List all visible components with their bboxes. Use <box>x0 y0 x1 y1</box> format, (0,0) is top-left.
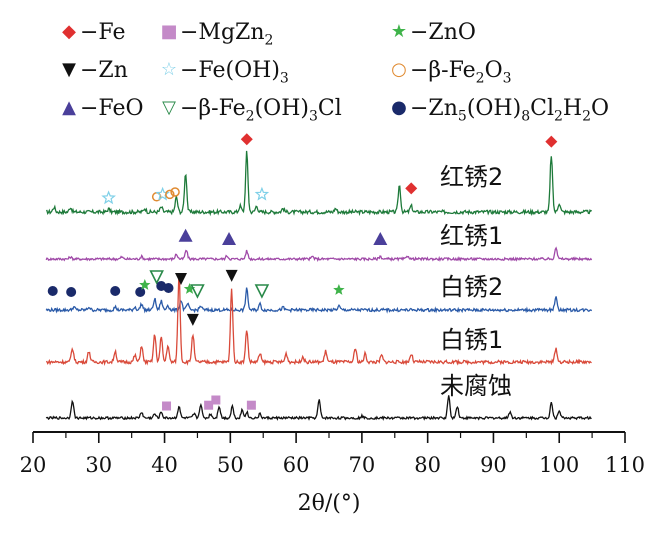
marker-triangle-down-open-2-11 <box>254 284 270 299</box>
series-line-4 <box>45 395 592 421</box>
pink-square-icon: ■ <box>160 21 178 42</box>
marker-diamond-filled-0-5 <box>240 133 253 146</box>
legend-label: −Zn5(OH)8Cl2H2O <box>410 96 610 125</box>
series-line-3 <box>46 276 592 366</box>
legend-label: −MgZn2 <box>180 20 274 49</box>
marker-circle-filled-2-2 <box>110 286 121 296</box>
marker-square-filled-4-3 <box>246 400 256 410</box>
series-label-2: 白锈2 <box>440 273 503 301</box>
x-tick-label: 80 <box>414 453 441 477</box>
marker-circle-filled-2-1 <box>66 287 77 297</box>
marker-triangle-down-filled-3-1 <box>225 269 238 282</box>
legend-item-feo: ▲ −FeO <box>58 96 144 121</box>
marker-star-filled-2-9 <box>183 283 196 294</box>
marker-triangle-up-filled-1-0 <box>178 228 193 242</box>
green-star-icon: ★ <box>390 21 408 42</box>
legend-label: −ZnO <box>410 20 476 45</box>
marker-circle-open-0-4 <box>170 187 180 197</box>
marker-star-filled-2-4 <box>139 279 151 290</box>
legend-item-fe2o3: ○ −β-Fe2O3 <box>388 58 512 87</box>
marker-diamond-filled-0-8 <box>545 135 558 148</box>
legend-item-mgzn2: ■ −MgZn2 <box>158 20 273 48</box>
marker-star-open-0-6 <box>254 186 270 201</box>
trace-labels-layer: 红锈2 红锈1 白锈2 白锈1 未腐蚀 <box>440 163 512 400</box>
x-tick-label: 20 <box>20 453 47 477</box>
marker-star-open-0-0 <box>101 190 116 205</box>
orange-open-circle-icon: ○ <box>391 59 407 80</box>
x-ticks: 20 30 40 50 60 70 80 90 100 110 <box>20 432 645 477</box>
x-tick-label: 90 <box>480 453 507 477</box>
legend-label: −β-Fe2(OH)3Cl <box>180 96 342 125</box>
marker-triangle-down-filled-3-0 <box>186 313 199 326</box>
legend-item-feoh3: ☆ −Fe(OH)3 <box>158 58 289 86</box>
x-tick-label: 30 <box>85 453 112 477</box>
markers-layer <box>47 133 558 411</box>
marker-triangle-down-open-2-5 <box>149 270 164 285</box>
legend-item-zn5: ● −Zn5(OH)8Cl2H2O <box>388 96 609 124</box>
legend-label: −Fe <box>80 20 126 45</box>
marker-star-filled-2-12 <box>333 284 345 295</box>
legend-item-fe: ◆ −Fe <box>58 20 126 45</box>
marker-square-filled-4-0 <box>162 401 172 411</box>
traces-layer <box>45 150 593 421</box>
marker-triangle-down-filled-2-8 <box>175 273 187 285</box>
legend-item-zn: ▼ −Zn <box>58 58 128 83</box>
series-label-4: 未腐蚀 <box>440 372 512 400</box>
x-tick-label: 50 <box>217 453 244 477</box>
red-diamond-icon: ◆ <box>62 21 76 42</box>
green-open-triangle-down-icon: ▽ <box>162 97 176 118</box>
marker-square-filled-4-1 <box>204 400 214 410</box>
series-line-1 <box>45 246 593 262</box>
series-label-1: 红锈1 <box>440 222 503 250</box>
navy-circle-icon: ● <box>391 97 407 118</box>
legend-item-zno: ★ −ZnO <box>388 20 476 45</box>
legend-item-fe2oh3cl: ▽ −β-Fe2(OH)3Cl <box>158 96 342 124</box>
legend-label: −β-Fe2O3 <box>410 58 512 87</box>
marker-triangle-down-open-2-10 <box>190 284 205 299</box>
blue-open-star-icon: ☆ <box>160 59 178 80</box>
series-label-0: 红锈2 <box>440 163 503 191</box>
x-tick-label: 60 <box>283 453 310 477</box>
series-label-3: 白锈1 <box>440 326 503 354</box>
marker-triangle-up-filled-1-2 <box>373 232 388 245</box>
marker-circle-filled-2-3 <box>135 287 146 297</box>
x-tick-label: 40 <box>151 453 178 477</box>
marker-circle-open-0-3 <box>165 189 175 200</box>
purple-triangle-up-icon: ▲ <box>62 97 76 118</box>
marker-diamond-filled-0-7 <box>405 182 418 195</box>
series-line-2 <box>45 287 593 314</box>
x-tick-label: 70 <box>349 453 376 477</box>
x-tick-label: 110 <box>605 453 645 477</box>
marker-square-filled-4-2 <box>211 395 221 405</box>
legend-label: −FeO <box>80 96 144 121</box>
x-axis-title: 2θ/(°) <box>298 491 361 516</box>
marker-circle-filled-2-0 <box>47 286 58 296</box>
x-tick-label: 100 <box>539 453 579 477</box>
series-line-0 <box>46 150 593 217</box>
black-triangle-down-icon: ▼ <box>62 59 76 80</box>
marker-triangle-up-filled-1-1 <box>222 232 237 245</box>
legend-label: −Fe(OH)3 <box>180 58 289 87</box>
marker-circle-filled-2-7 <box>163 283 174 293</box>
legend-label: −Zn <box>80 58 128 83</box>
